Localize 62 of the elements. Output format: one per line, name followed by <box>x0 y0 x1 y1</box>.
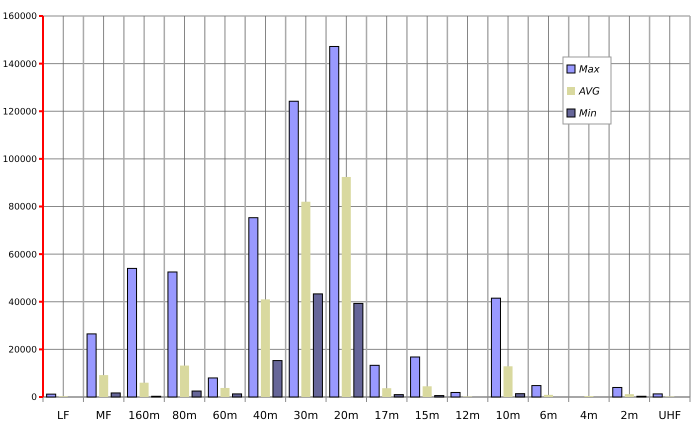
bar <box>504 366 513 397</box>
legend-label: AVG <box>578 86 600 98</box>
x-tick-label: MF <box>96 409 112 422</box>
x-tick-label: 2m <box>620 409 638 422</box>
x-tick-label: 6m <box>540 409 558 422</box>
bar <box>126 268 138 398</box>
bar <box>342 176 351 397</box>
bar <box>370 364 380 398</box>
bar <box>46 394 56 398</box>
bar <box>288 100 299 398</box>
x-tick-label: 4m <box>580 409 598 422</box>
y-tick-label: 60000 <box>8 250 38 260</box>
bar <box>180 366 190 397</box>
legend-label: Max <box>579 64 600 76</box>
y-tick-label: 140000 <box>2 60 38 70</box>
bar <box>490 298 501 398</box>
y-tick-label: 0 <box>31 393 38 404</box>
x-tick-label: 20m <box>334 409 359 422</box>
bar <box>531 385 542 398</box>
bar <box>382 388 392 397</box>
bar <box>208 377 218 398</box>
legend-label: Min <box>579 108 597 120</box>
y-tick-label: 100000 <box>2 155 38 166</box>
bar <box>312 293 323 398</box>
bar <box>624 394 634 397</box>
bar <box>86 333 97 398</box>
bar <box>422 386 432 397</box>
bar <box>140 382 149 397</box>
x-tick-label: 80m <box>172 409 197 422</box>
bar <box>99 375 108 397</box>
bar <box>353 302 364 398</box>
bar <box>329 46 340 398</box>
bar <box>394 394 404 398</box>
bar <box>450 392 461 398</box>
x-tick-label: 30m <box>293 409 318 422</box>
x-tick-label: 17m <box>374 409 400 422</box>
x-tick-label: 12m <box>455 409 480 422</box>
x-tick-label: 60m <box>212 409 238 422</box>
x-tick-label: 40m <box>253 409 278 422</box>
bar <box>272 360 283 398</box>
y-tick-label: 80000 <box>8 202 38 213</box>
bar <box>248 217 258 398</box>
y-tick-label: 160000 <box>2 12 38 22</box>
bar <box>110 392 121 398</box>
y-tick-label: 120000 <box>2 107 38 118</box>
bar <box>301 202 310 397</box>
x-tick-label: 15m <box>414 409 440 422</box>
bar <box>260 299 270 397</box>
bar <box>652 393 663 398</box>
x-tick-label: LF <box>56 409 70 422</box>
bar <box>410 356 420 398</box>
y-tick-label: 40000 <box>8 298 38 308</box>
x-tick-label: UHF <box>658 409 682 422</box>
bar <box>515 393 526 398</box>
bar <box>232 393 242 398</box>
y-tick-label: 20000 <box>8 346 38 356</box>
bar <box>167 271 178 398</box>
x-tick-label: 160m <box>128 409 160 422</box>
bar <box>220 388 230 397</box>
bar <box>192 390 202 398</box>
bar <box>612 386 622 398</box>
x-tick-label: 10m <box>496 409 520 422</box>
